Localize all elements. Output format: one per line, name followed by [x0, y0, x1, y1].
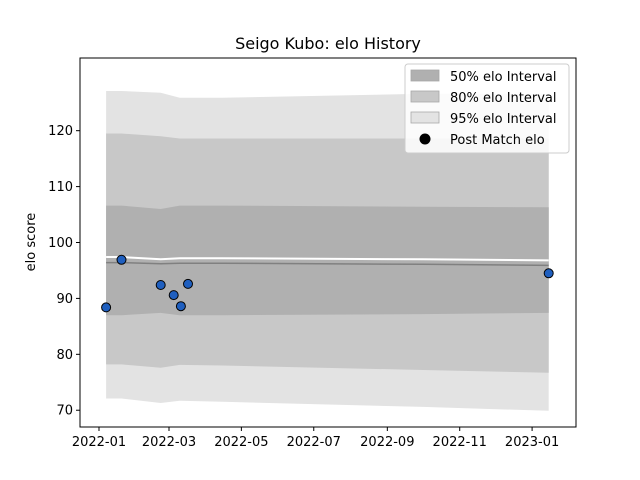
y-tick-label: 100	[48, 236, 73, 251]
y-tick-label: 80	[56, 348, 73, 363]
post-match-point	[155, 280, 166, 290]
post-match-point	[101, 302, 112, 313]
x-tick-label: 2023-01	[505, 435, 559, 450]
post-match-points	[101, 254, 554, 313]
legend-swatch	[410, 69, 440, 82]
y-tick-label: 110	[48, 180, 73, 195]
legend-label: 50% elo Interval	[450, 70, 557, 85]
chart-title: Seigo Kubo: elo History	[235, 34, 421, 53]
x-tick-label: 2022-03	[142, 435, 196, 450]
y-axis: 70 80 90 100 110 120	[48, 124, 80, 419]
interval-bands	[106, 91, 549, 411]
legend-swatch	[410, 111, 440, 124]
post-match-point	[183, 278, 193, 289]
x-tick-label: 2022-01	[72, 435, 126, 450]
x-axis: 2022-01 2022-03 2022-05 2022-07 2022-09 2022-…	[72, 427, 559, 450]
y-tick-label: 90	[56, 292, 73, 307]
post-match-point	[168, 290, 179, 301]
x-tick-label: 2022-07	[287, 435, 341, 450]
legend-label: Post Match elo	[450, 133, 545, 148]
legend-box	[404, 63, 570, 154]
legend-marker	[419, 133, 431, 145]
x-tick-label: 2022-11	[433, 435, 487, 450]
legend-swatch	[410, 90, 440, 103]
y-tick-label: 70	[56, 404, 73, 419]
legend: 50% elo Interval 80% elo Interval 95% elo …	[404, 63, 570, 154]
post-match-point	[175, 301, 186, 312]
y-axis-label: elo score	[24, 213, 39, 272]
post-match-point	[543, 268, 554, 279]
x-tick-label: 2022-05	[214, 435, 268, 450]
x-tick-label: 2022-09	[360, 435, 414, 450]
legend-label: 80% elo Interval	[450, 91, 557, 106]
legend-label: 95% elo Interval	[450, 112, 557, 127]
post-match-point	[116, 254, 127, 265]
band-50-area	[106, 205, 549, 316]
y-tick-label: 120	[48, 124, 73, 139]
